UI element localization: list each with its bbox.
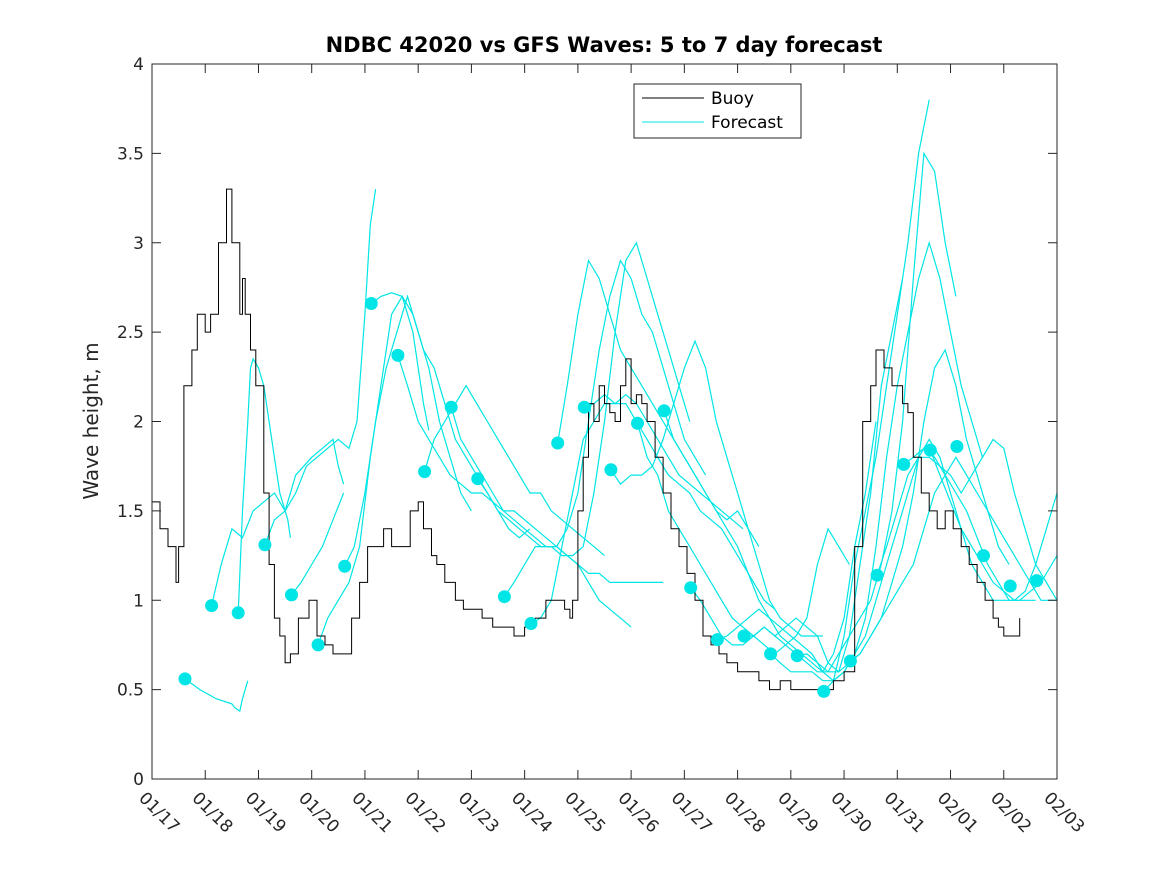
forecast-point — [977, 549, 990, 563]
forecast-point — [737, 629, 751, 643]
y-tick-label: 3 — [133, 234, 144, 254]
forecast-point — [710, 633, 724, 647]
forecast-line — [317, 294, 430, 646]
forecast-line — [557, 258, 760, 547]
forecast-point — [205, 599, 219, 613]
forecast-line — [264, 189, 377, 546]
y-tick-label: 1.5 — [117, 502, 144, 522]
forecast-point — [231, 606, 245, 620]
forecast-point — [311, 638, 325, 652]
forecast-line — [876, 438, 1058, 601]
forecast-point — [790, 649, 804, 663]
forecast-line — [823, 438, 1036, 692]
chart-title: NDBC 42020 vs GFS Waves: 5 to 7 day fore… — [326, 33, 883, 57]
forecast-line — [477, 241, 691, 557]
y-axis-label: Wave height, m — [79, 342, 103, 499]
forecast-point — [258, 538, 272, 552]
forecast-point — [364, 297, 378, 310]
forecast-line — [184, 678, 249, 713]
y-tick-label: 1 — [133, 591, 144, 611]
forecast-line — [344, 294, 472, 567]
forecast-point — [870, 568, 884, 582]
forecast-point — [950, 440, 964, 453]
forecast-point — [471, 472, 485, 486]
forecast-point — [551, 436, 565, 450]
data-layer — [152, 99, 1058, 713]
forecast-line — [370, 292, 531, 539]
forecast-point — [817, 684, 831, 698]
y-tick-label: 3.5 — [117, 144, 144, 164]
forecast-point — [604, 463, 618, 477]
forecast-point — [657, 404, 671, 418]
forecast-line — [237, 357, 291, 613]
forecast-point — [524, 617, 538, 630]
legend-box — [633, 83, 802, 139]
forecast-line — [797, 348, 1010, 673]
y-tick-label: 2.5 — [117, 323, 144, 343]
forecast-point — [418, 465, 432, 479]
forecast-line — [291, 492, 345, 596]
forecast-point — [1003, 579, 1017, 593]
forecast-point — [684, 581, 698, 595]
forecast-line — [690, 278, 904, 673]
forecast-line — [211, 438, 345, 606]
forecast-point — [338, 559, 352, 573]
y-tick-label: 2 — [133, 413, 144, 433]
forecast-point — [178, 672, 192, 686]
forecast-line — [584, 393, 776, 610]
y-tick-label: 0.5 — [117, 681, 144, 701]
forecast-line — [397, 355, 632, 628]
forecast-line — [610, 339, 823, 637]
forecast-point — [1030, 574, 1044, 588]
y-tick-label: 4 — [133, 55, 144, 75]
forecast-point — [391, 348, 405, 362]
forecast-line — [850, 456, 1057, 662]
forecast-point — [631, 416, 644, 430]
y-tick-label: 0 — [133, 770, 144, 790]
forecast-line — [744, 151, 957, 673]
forecast-line — [929, 449, 1058, 602]
buoy-line — [152, 188, 1021, 691]
forecast-point — [444, 400, 458, 414]
legend-label-forecast: Forecast — [711, 113, 783, 133]
forecast-point — [843, 654, 857, 668]
legend: Buoy Forecast — [633, 83, 802, 139]
forecast-point — [923, 443, 937, 457]
forecast-point — [285, 588, 298, 602]
forecast-line — [503, 259, 707, 598]
forecast-point — [577, 400, 591, 414]
forecast-line — [770, 240, 984, 682]
forecast-line — [636, 423, 850, 655]
forecast-point — [764, 647, 778, 661]
forecast-point — [897, 457, 911, 471]
forecast-point — [497, 590, 511, 604]
legend-label-buoy: Buoy — [711, 89, 754, 109]
